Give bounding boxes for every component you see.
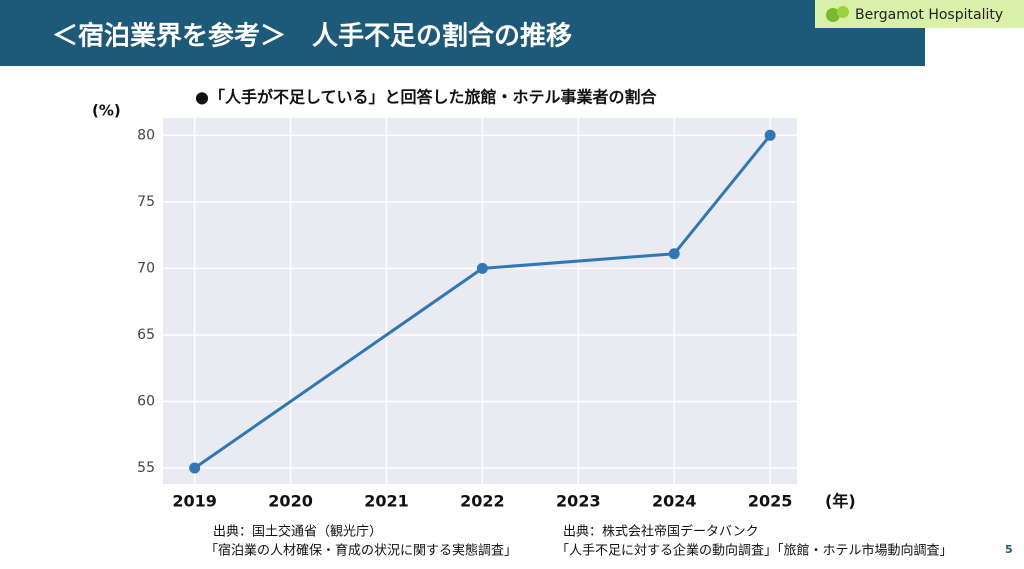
data-point: [189, 462, 201, 474]
x-tick-label: 2024: [652, 492, 697, 511]
header-bar: [0, 0, 925, 66]
logo-icon: [837, 6, 849, 18]
logo-icon: [826, 8, 840, 22]
data-point: [476, 262, 488, 274]
x-tick-label: 2022: [460, 492, 505, 511]
y-axis-label: (%): [92, 102, 121, 120]
y-tick-label: 65: [137, 327, 155, 343]
x-tick-label: 2021: [364, 492, 409, 511]
source-text: 「宿泊業の人材確保・育成の状況に関する実態調査」: [205, 543, 517, 559]
y-tick-label: 70: [137, 260, 155, 276]
chart-title: ●「人手が不足している」と回答した旅館・ホテル事業者の割合: [195, 88, 657, 107]
x-axis-label: (年): [825, 492, 856, 511]
source-text: 出典：株式会社帝国データバンク: [563, 524, 759, 540]
y-tick-label: 60: [137, 393, 155, 409]
plot-area: [163, 118, 797, 484]
x-tick-label: 2025: [748, 492, 793, 511]
header-title: ＜宿泊業界を参考＞ 人手不足の割合の推移: [52, 21, 572, 52]
page-number: 5: [1005, 543, 1013, 556]
source-text: 「人手不足に対する企業の動向調査」「旅館・ホテル市場動向調査」: [556, 543, 953, 559]
x-tick-label: 2020: [268, 492, 313, 511]
source-text: 出典：国土交通省（観光庁）: [213, 524, 382, 540]
y-tick-label: 55: [137, 460, 155, 476]
data-point: [764, 129, 776, 141]
x-tick-label: 2023: [556, 492, 601, 511]
data-point: [668, 248, 680, 260]
data-line: [193, 134, 772, 470]
logo-box: [815, 0, 1024, 28]
logo-text: Bergamot Hospitality: [855, 7, 1003, 23]
x-tick-label: 2019: [172, 492, 217, 511]
y-tick-label: 80: [137, 127, 155, 143]
y-tick-label: 75: [137, 194, 155, 210]
